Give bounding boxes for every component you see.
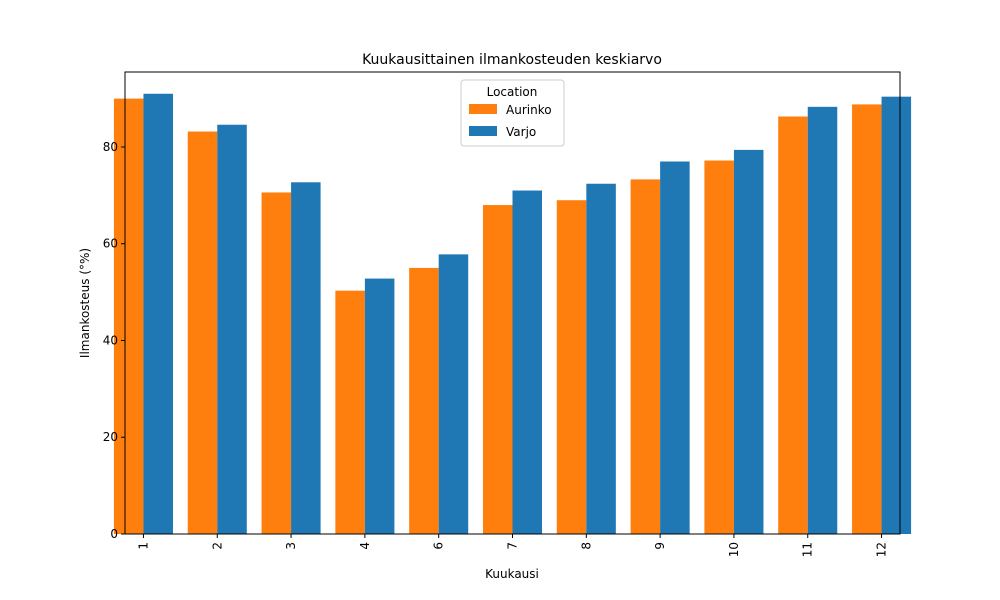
y-axis: 0 20 40 60 80: [103, 140, 125, 541]
plot-area: [113, 93, 912, 535]
x-tick-label: 1: [136, 542, 150, 550]
legend-swatch-varjo: [469, 126, 497, 136]
bar-aurinko-10: [704, 160, 734, 534]
bar-varjo-12: [881, 96, 912, 535]
y-tick-label: 20: [103, 430, 118, 444]
bar-varjo-9: [660, 161, 690, 534]
x-tick-label: 6: [432, 542, 446, 550]
bar-aurinko-2: [187, 131, 218, 534]
x-tick-label: 7: [506, 542, 520, 550]
chart-title: Kuukausittainen ilmankosteuden keskiarvo: [362, 52, 662, 68]
bar-varjo-7: [512, 190, 543, 534]
x-tick-label: 8: [579, 542, 593, 550]
x-tick-label: 2: [210, 542, 224, 550]
legend-label-aurinko: Aurinko: [506, 103, 552, 117]
x-tick-label: 11: [801, 542, 815, 557]
bar-aurinko-9: [630, 179, 661, 535]
bar-aurinko-8: [556, 200, 587, 534]
y-tick-label: 0: [110, 527, 118, 541]
x-tick-label: 3: [284, 542, 298, 550]
bar-aurinko-6: [409, 267, 439, 534]
legend-title: Location: [487, 85, 538, 99]
bar-aurinko-3: [261, 192, 292, 535]
x-tick-label: 10: [727, 542, 741, 557]
bar-varjo-10: [733, 149, 764, 535]
bar-varjo-3: [291, 182, 321, 534]
bar-aurinko-7: [482, 205, 513, 534]
legend: Location Aurinko Varjo: [460, 79, 565, 147]
bar-varjo-6: [438, 254, 469, 534]
x-axis-label: Kuukausi: [485, 567, 539, 581]
y-tick-label: 80: [103, 140, 118, 154]
bar-varjo-4: [364, 278, 395, 534]
x-tick-label: 4: [358, 542, 372, 550]
bar-varjo-2: [217, 124, 247, 534]
legend-swatch-aurinko: [469, 104, 497, 114]
bar-aurinko-11: [778, 116, 808, 534]
legend-label-varjo: Varjo: [506, 125, 536, 139]
y-axis-label: Ilmankosteus (°%): [78, 248, 92, 358]
bar-aurinko-1: [113, 98, 144, 534]
bar-varjo-8: [586, 183, 616, 534]
x-tick-label: 12: [875, 542, 889, 557]
bar-varjo-11: [807, 106, 838, 534]
bar-aurinko-4: [335, 290, 365, 534]
y-tick-label: 40: [103, 333, 118, 347]
x-axis: 1 2 3 4 6 7 8 9 10 11 12: [136, 534, 889, 557]
bar-aurinko-12: [852, 104, 882, 534]
x-tick-label: 9: [653, 542, 667, 550]
y-tick-label: 60: [103, 237, 118, 251]
bar-varjo-1: [143, 93, 173, 535]
